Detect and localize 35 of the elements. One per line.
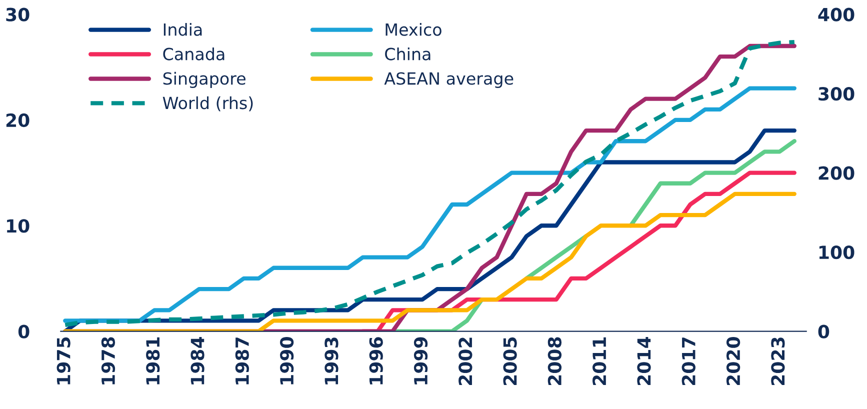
y2-tick-label: 200 — [818, 166, 854, 180]
x-tick-label: 1999 — [414, 337, 428, 384]
y-tick-label: 10 — [7, 219, 30, 233]
x-tick-label: 2014 — [637, 336, 651, 385]
y-tick-label: 0 — [18, 324, 30, 338]
x-tick-label: 1975 — [56, 337, 70, 384]
x-tick-label: 2011 — [592, 337, 606, 385]
line-series — [63, 86, 796, 323]
x-tick-label: 1993 — [324, 338, 338, 384]
x-tick-label: 2008 — [548, 337, 562, 385]
y2-tick-label: 0 — [818, 324, 830, 338]
y-tick-label: 20 — [6, 113, 30, 128]
legend-label: Singapore — [163, 72, 246, 88]
legend-label: India — [164, 22, 202, 36]
y-tick-label: 30 — [6, 8, 30, 22]
legend-label: China — [385, 47, 430, 60]
x-tick-label: 1984 — [190, 336, 204, 384]
x-tick-label: 2002 — [458, 338, 472, 385]
x-tick-label: 2005 — [503, 337, 517, 385]
y2-tick-label: 300 — [818, 87, 854, 101]
x-tick-label: 1981 — [146, 337, 160, 384]
line-series — [63, 192, 796, 332]
legend-label: ASEAN average — [384, 72, 514, 88]
x-tick-label: 2017 — [682, 338, 696, 385]
x-tick-label: 1996 — [369, 337, 383, 384]
x-tick-label: 1990 — [280, 337, 294, 384]
x-tick-label: 1978 — [101, 337, 116, 384]
legend-label: Canada — [163, 47, 224, 60]
x-tick-label: 1987 — [235, 338, 249, 384]
y2-tick-label: 100 — [819, 246, 854, 260]
x-tick-label: 2020 — [726, 337, 740, 385]
legend-label: World (rhs) — [162, 96, 253, 112]
legend-label: Mexico — [386, 22, 442, 36]
y2-tick-label: 400 — [818, 8, 854, 22]
x-tick-label: 2023 — [771, 338, 785, 385]
